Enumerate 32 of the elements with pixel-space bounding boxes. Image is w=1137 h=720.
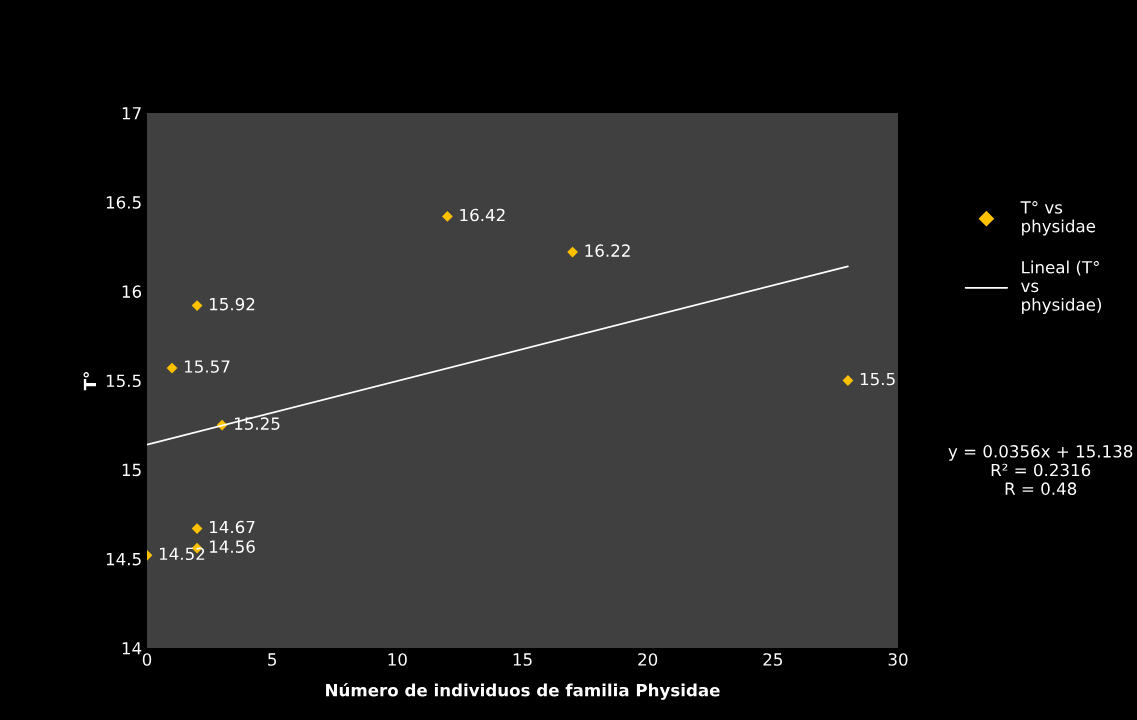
data-label: 15.57 (184, 360, 230, 373)
data-label: 15.5 (860, 372, 895, 386)
data-label: 15.25 (235, 417, 280, 430)
text: y = 0.0356x + 15.138 R² = 0.2316 R = 0.48 (948, 445, 1133, 495)
x-tick-label: 10 (388, 653, 407, 666)
x-tick-label: 20 (638, 653, 658, 666)
x-tick-label: 0 (142, 653, 152, 666)
x-tick-label: 30 (888, 653, 908, 666)
y-tick-label: 16.5 (106, 196, 141, 209)
x-tick-label: 25 (763, 653, 782, 666)
point (166, 362, 178, 374)
y-axis-title: T° (83, 372, 97, 391)
y-tick-label: 15.5 (106, 374, 141, 388)
legend-label: T° vs physidae (1020, 201, 1096, 236)
legend-label: Lineal (T° vs physidae) (1021, 260, 1102, 315)
data-label: 16.42 (460, 208, 505, 222)
data-label: 14.67 (210, 520, 255, 534)
x-tick-label: 15 (513, 653, 532, 666)
y-tick-label: 14.5 (106, 553, 141, 566)
y-tick-label: 14 (122, 642, 142, 655)
x-axis-title: Número de individuos de familia Physidae (326, 682, 720, 700)
point (442, 211, 453, 222)
y-tick-label: 17 (122, 107, 141, 120)
data-label: 16.22 (585, 244, 630, 257)
point (191, 300, 203, 311)
data-label: 14.56 (210, 540, 255, 553)
point (567, 246, 578, 258)
y-tick-label: 16 (122, 285, 142, 298)
x-tick-label: 5 (268, 653, 277, 666)
y-tick-label: 15 (122, 463, 141, 477)
data-label: 14.52 (159, 547, 205, 561)
data-label: 15.92 (210, 297, 255, 311)
